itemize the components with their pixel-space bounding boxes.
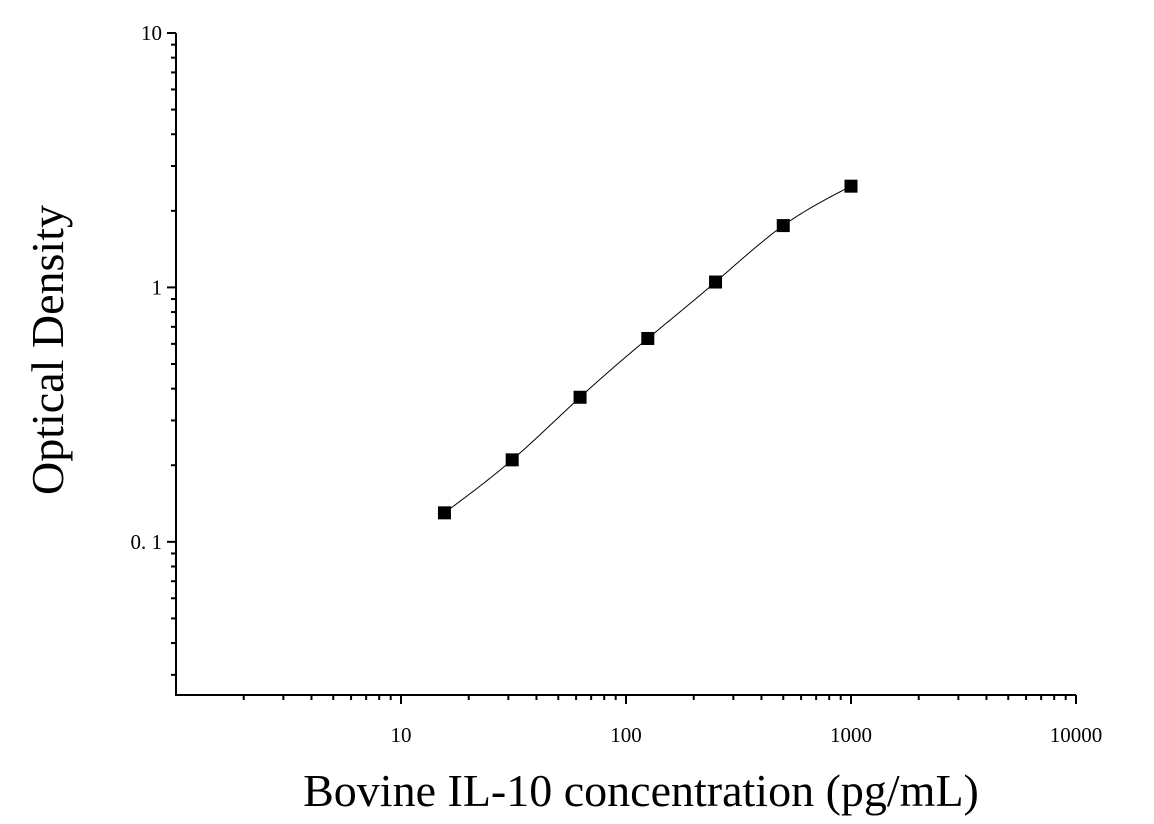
x-tick-label: 100: [610, 723, 642, 747]
x-tick-label: 1000: [830, 723, 872, 747]
y-axis-title: Optical Density: [22, 205, 73, 495]
data-point: [437, 506, 451, 520]
data-point: [573, 390, 587, 404]
data-point: [776, 219, 790, 233]
y-tick-label: 0. 1: [131, 530, 163, 554]
data-point: [844, 179, 858, 193]
x-tick-label: 10000: [1050, 723, 1103, 747]
fit-curve-layer: [444, 185, 852, 514]
fit-curve: [444, 185, 852, 514]
data-point: [505, 453, 519, 467]
axes: 0. 1 1 10 10 100 1000 10000: [131, 21, 1103, 747]
y-tick-label: 10: [141, 21, 162, 45]
y-tick-label: 1: [152, 275, 163, 299]
data-point: [641, 331, 655, 345]
data-points-layer: [437, 179, 858, 520]
x-tick-label: 10: [391, 723, 412, 747]
x-axis-title: Bovine IL-10 concentration (pg/mL): [303, 765, 979, 816]
data-point: [709, 275, 723, 289]
